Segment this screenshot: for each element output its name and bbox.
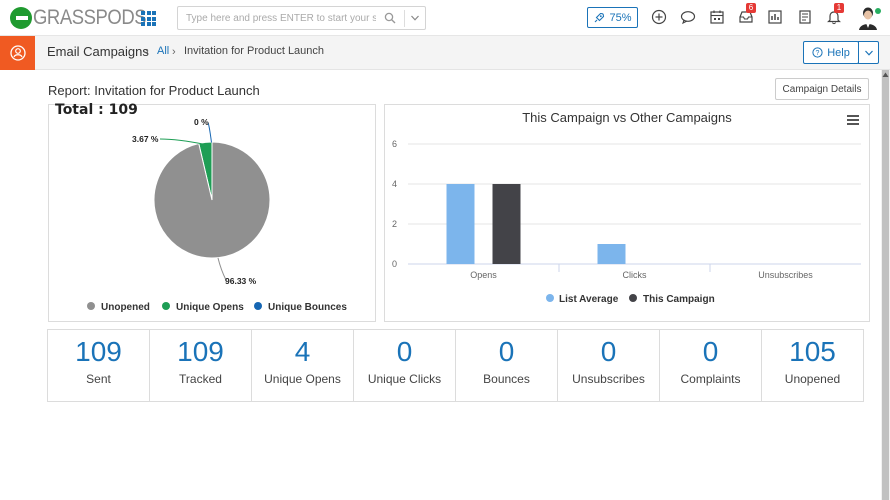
stat-tile[interactable]: 105 Unopened: [761, 329, 864, 402]
stats-row: 109 Sent 109 Tracked 4 Unique Opens 0 Unique Cl…: [47, 329, 870, 403]
module-menu-button[interactable]: [0, 36, 35, 70]
bar-chart-title: This Campaign vs Other Campaigns: [522, 110, 732, 125]
help-icon: ?: [812, 47, 823, 58]
legend-label-this-campaign: This Campaign: [643, 294, 715, 305]
rocket-icon: [595, 12, 605, 22]
legend-marker-list-average: [546, 294, 554, 302]
stat-label: Sent: [86, 372, 111, 386]
search-input[interactable]: [186, 10, 376, 26]
report-title: Report: Invitation for Product Launch: [48, 83, 260, 98]
pie-label-unopened: 96.33 %: [225, 276, 257, 286]
inbox-icon[interactable]: [738, 9, 754, 25]
stat-label: Bounces: [483, 372, 530, 386]
legend-marker-this-campaign: [629, 294, 637, 302]
chat-icon[interactable]: [680, 9, 696, 25]
stat-label: Tracked: [179, 372, 222, 386]
stat-value: 0: [702, 336, 719, 367]
analytics-icon[interactable]: [767, 9, 783, 25]
stat-value: 0: [498, 336, 515, 367]
search-icon[interactable]: [384, 12, 396, 24]
pie-legend: Unopened Unique Opens Unique Bounces: [87, 302, 347, 313]
legend-marker-bounces: [254, 302, 262, 310]
stat-tile[interactable]: 109 Sent: [47, 329, 150, 402]
y-tick-label: 4: [392, 179, 397, 189]
stat-value: 109: [177, 336, 224, 367]
user-avatar[interactable]: [857, 6, 879, 30]
stat-tile[interactable]: 0 Unsubscribes: [557, 329, 660, 402]
stat-label: Unique Opens: [264, 372, 341, 386]
legend-label-opens: Unique Opens: [176, 302, 244, 313]
chevron-down-icon: [864, 50, 873, 56]
stat-value: 4: [294, 336, 311, 367]
pie-label-bounces: 0 %: [194, 117, 209, 127]
bar-chart: This Campaign vs Other Campaigns 0 2 4 6 Op…: [392, 110, 861, 305]
stat-tile[interactable]: 109 Tracked: [149, 329, 252, 402]
calendar-icon[interactable]: [709, 9, 725, 25]
module-title[interactable]: Email Campaigns: [47, 44, 149, 59]
bar-list-average-opens[interactable]: [446, 184, 475, 264]
zoom-label: 75%: [609, 11, 632, 24]
zoom-button[interactable]: 75%: [587, 7, 638, 28]
bar-legend: List Average This Campaign: [546, 294, 715, 305]
stat-tile[interactable]: 0 Complaints: [659, 329, 762, 402]
logo-mark: [10, 7, 32, 29]
stat-tile[interactable]: 0 Bounces: [455, 329, 558, 402]
y-tick-label: 2: [392, 219, 397, 229]
stat-label: Unique Clicks: [367, 372, 442, 386]
legend-label-bounces: Unique Bounces: [268, 302, 347, 313]
help-button[interactable]: ? Help: [803, 41, 859, 64]
breadcrumb-separator: ›: [145, 46, 149, 58]
y-tick-label: 0: [392, 259, 397, 269]
legend-marker-opens: [162, 302, 170, 310]
stat-label: Unopened: [784, 372, 841, 386]
stat-value: 105: [789, 336, 836, 367]
scroll-up-arrow-icon[interactable]: [882, 72, 889, 78]
online-status-dot: [875, 8, 881, 14]
legend-label-unopened: Unopened: [101, 302, 150, 313]
grasspods-logo[interactable]: GRASSPODS: [10, 6, 162, 30]
y-tick-label: 6: [392, 139, 397, 149]
svg-text:?: ?: [816, 50, 820, 57]
pie-connector-bounces: [207, 122, 212, 143]
x-tick-label: Unsubscribes: [758, 270, 813, 280]
logo-text: GRASSPODS: [33, 6, 147, 29]
breadcrumb-current: Invitation for Product Launch: [184, 45, 325, 57]
stat-tile[interactable]: 0 Unique Clicks: [353, 329, 456, 402]
legend-marker-unopened: [87, 302, 95, 310]
global-search: [177, 6, 426, 30]
help-dropdown-toggle[interactable]: [858, 41, 879, 64]
x-tick-label: Opens: [470, 270, 497, 280]
stat-label: Unsubscribes: [572, 372, 645, 386]
bar-list-average-clicks[interactable]: [597, 244, 626, 264]
module-bar: Email Campaigns › All › Invitation for P…: [0, 36, 890, 70]
pie-slice-unopened[interactable]: [153, 141, 271, 259]
breadcrumb-all-link[interactable]: All: [157, 45, 170, 57]
top-bar: GRASSPODS 75%: [0, 0, 890, 36]
apps-grid-icon[interactable]: [141, 11, 156, 26]
bar-this-campaign-opens[interactable]: [492, 184, 521, 264]
tasks-icon[interactable]: [797, 9, 813, 25]
campaign-icon: [9, 45, 26, 61]
x-tick-label: Clicks: [623, 270, 647, 280]
help-label: Help: [827, 46, 850, 59]
stat-tile[interactable]: 4 Unique Opens: [251, 329, 354, 402]
pie-chart-title: Total : 109: [55, 102, 138, 118]
stat-value: 109: [75, 336, 122, 367]
campaign-details-button[interactable]: Campaign Details: [775, 78, 869, 100]
stat-value: 0: [396, 336, 413, 367]
notifications-badge: 1: [834, 3, 844, 13]
pie-label-opens: 3.67 %: [132, 134, 159, 144]
pie-connector-unopened: [217, 257, 227, 281]
add-circle-icon[interactable]: [651, 9, 667, 25]
chart-menu-icon[interactable]: [847, 115, 859, 125]
inbox-badge: 6: [746, 3, 756, 13]
legend-label-list-average: List Average: [559, 294, 619, 305]
chevron-down-icon[interactable]: [410, 13, 420, 23]
stat-value: 0: [600, 336, 617, 367]
pie-chart: 0 % 3.67 % 96.33 % Unopened Unique Opens…: [87, 117, 347, 313]
breadcrumb-separator: ›: [172, 46, 176, 58]
scrollbar-thumb[interactable]: [882, 70, 889, 500]
pie-connector-opens: [159, 138, 206, 145]
stat-label: Complaints: [680, 372, 741, 386]
